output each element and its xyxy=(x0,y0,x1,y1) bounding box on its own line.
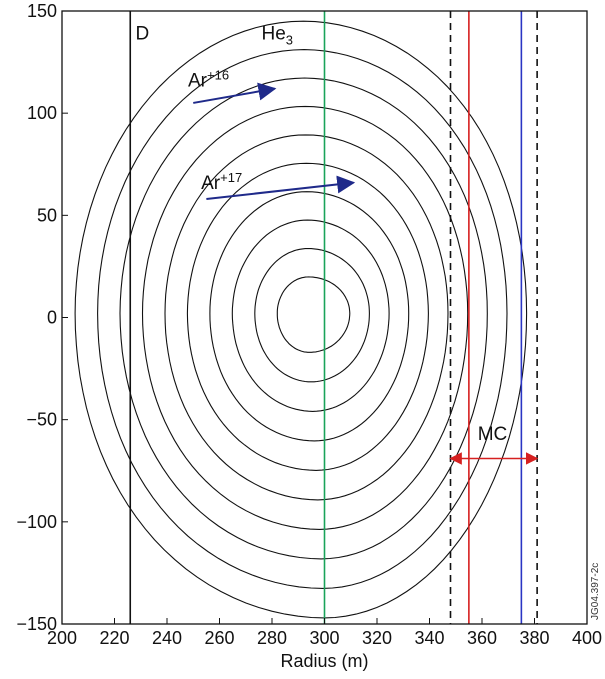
annotation-arrows xyxy=(193,82,539,465)
mc-label: MC xyxy=(478,424,508,445)
y-tick-label: −150 xyxy=(16,614,57,634)
y-tick-label: 150 xyxy=(27,1,57,21)
figure-id-note: JG04.397-2c xyxy=(590,563,601,620)
ar16-label: Ar+16 xyxy=(188,68,229,92)
flux-surface-contour xyxy=(186,162,429,471)
x-tick-label: 320 xyxy=(362,628,392,648)
y-tick-label: 0 xyxy=(47,308,57,328)
y-tick-label: −100 xyxy=(16,512,57,532)
y-tick-label: 100 xyxy=(27,103,57,123)
x-tick-label: 400 xyxy=(572,628,602,648)
he3-line-label: He3 xyxy=(262,24,294,48)
ar16-arrow xyxy=(193,82,277,104)
flux-surface-contours xyxy=(74,20,528,619)
annotation-labels: D He3 Ar+16 Ar+17 MC xyxy=(136,24,508,445)
d-line-label: D xyxy=(136,24,150,45)
flux-surface-contour xyxy=(209,191,410,442)
x-tick-label: 340 xyxy=(414,628,444,648)
x-tick-label: 220 xyxy=(99,628,129,648)
x-tick-label: 200 xyxy=(47,628,77,648)
x-axis: 200 220 240 260 280 300 320 340 360 380 400 xyxy=(47,618,602,648)
flux-surface-contour xyxy=(97,49,508,589)
ar17-arrow xyxy=(206,175,356,200)
flux-surface-contour xyxy=(254,247,370,383)
x-tick-label: 380 xyxy=(519,628,549,648)
flux-surface-contour xyxy=(119,77,488,560)
x-tick-label: 240 xyxy=(152,628,182,648)
flux-surface-contour xyxy=(164,134,449,501)
flux-surface-contour xyxy=(231,219,390,412)
y-tick-label: −50 xyxy=(26,410,57,430)
diagnostic-vertical-lines xyxy=(129,11,538,624)
y-tick-label: 50 xyxy=(37,205,57,225)
x-tick-label: 360 xyxy=(467,628,497,648)
flux-surface-contour xyxy=(74,20,528,619)
x-tick-label: 260 xyxy=(204,628,234,648)
flux-surface-contour xyxy=(141,105,469,530)
ar17-label: Ar+17 xyxy=(201,170,242,194)
flux-surface-contour xyxy=(276,276,351,353)
y-axis: −150 −100 −50 0 50 100 150 xyxy=(16,1,68,634)
x-axis-title: Radius (m) xyxy=(280,651,368,671)
x-tick-label: 280 xyxy=(257,628,287,648)
x-tick-label: 300 xyxy=(309,628,339,648)
